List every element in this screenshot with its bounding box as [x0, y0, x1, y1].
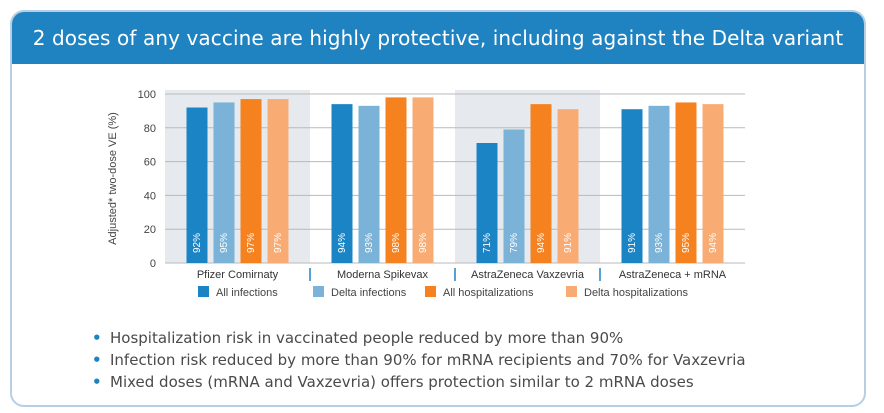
bullet-text: Infection risk reduced by more than 90% … [110, 351, 746, 369]
category-label: AstraZeneca Vaxzevria [471, 269, 585, 281]
bar-value-label: 98% [418, 233, 429, 253]
bar [476, 143, 498, 263]
bar [331, 104, 353, 263]
bar-value-label: 93% [364, 233, 375, 253]
bar [213, 102, 235, 263]
bar-value-label: 71% [482, 233, 493, 253]
bar [267, 99, 289, 263]
category-label: Pfizer Comirnaty [197, 269, 279, 281]
category-label: Moderna Spikevax [337, 269, 429, 281]
bar [240, 99, 262, 263]
bar [621, 109, 643, 264]
info-card: 2 doses of any vaccine are highly protec… [10, 10, 866, 407]
bar-value-label: 94% [337, 233, 348, 253]
legend-label: Delta infections [331, 287, 407, 299]
bar [503, 129, 525, 263]
legend-swatch [198, 286, 209, 297]
bar [648, 105, 670, 263]
y-tick-label: 0 [150, 258, 156, 270]
bar-value-label: 91% [627, 233, 638, 253]
bullet-dot-icon: • [92, 373, 102, 391]
bar-value-label: 94% [708, 233, 719, 253]
bar-value-label: 91% [563, 233, 574, 253]
legend-swatch [566, 286, 577, 297]
bar-value-label: 97% [246, 233, 257, 253]
bar-value-label: 79% [509, 233, 520, 253]
bar [675, 102, 697, 263]
bar-value-label: 95% [219, 233, 230, 253]
bullet-item: • Mixed doses (mRNA and Vaxzevria) offers… [92, 371, 746, 393]
bar [557, 109, 579, 264]
key-findings-list: • Hospitalization risk in vaccinated peop… [92, 327, 746, 393]
banner-title: 2 doses of any vaccine are highly protec… [12, 12, 864, 64]
bullet-text: Mixed doses (mRNA and Vaxzevria) offers … [110, 373, 694, 391]
bullet-dot-icon: • [92, 351, 102, 369]
legend-label: Delta hospitalizations [584, 287, 688, 299]
bar [412, 97, 434, 263]
bar-value-label: 94% [536, 233, 547, 253]
legend-swatch [425, 286, 436, 297]
bar [530, 104, 552, 263]
legend-label: All hospitalizations [443, 287, 534, 299]
bullet-dot-icon: • [92, 329, 102, 347]
y-tick-label: 60 [144, 157, 156, 169]
y-tick-label: 80 [144, 123, 156, 135]
bar [385, 97, 407, 263]
y-tick-label: 40 [144, 190, 156, 202]
ve-bar-chart: 0 20 40 60 80 100 Adjusted* two-dose VE (%) 92%… [107, 89, 745, 299]
bar-value-label: 92% [192, 233, 203, 253]
bullet-item: • Hospitalization risk in vaccinated peop… [92, 327, 746, 349]
y-tick-label: 20 [144, 224, 156, 236]
bar-value-label: 95% [681, 233, 692, 253]
category-label: AstraZeneca + mRNA [619, 269, 727, 281]
bar-value-label: 93% [654, 233, 665, 253]
legend-swatch [313, 286, 324, 297]
bullet-item: • Infection risk reduced by more than 90%… [92, 349, 746, 371]
bar [702, 104, 724, 263]
legend-label: All infections [216, 287, 278, 299]
bar-value-label: 98% [391, 233, 402, 253]
bar [186, 107, 208, 264]
bullet-text: Hospitalization risk in vaccinated peopl… [110, 329, 624, 347]
y-axis-label: Adjusted* two-dose VE (%) [107, 112, 119, 245]
y-tick-label: 100 [138, 89, 156, 101]
bar [358, 105, 380, 263]
bar-value-label: 97% [273, 233, 284, 253]
